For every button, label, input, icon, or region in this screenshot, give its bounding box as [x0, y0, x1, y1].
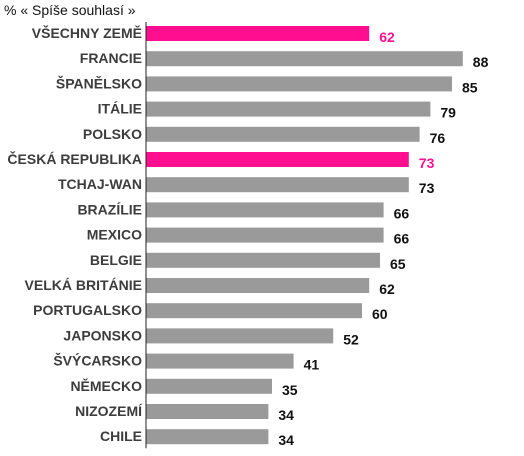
value-label-italie: 79 [440, 105, 456, 121]
bar-tchaj-wan [146, 177, 409, 193]
category-label-mexico: MEXICO [87, 227, 142, 243]
value-label-japonsko: 52 [343, 331, 359, 347]
category-label-brazilie: BRAZÍLIE [77, 201, 142, 217]
value-label-francie: 88 [473, 54, 489, 70]
category-label-vsechny-zeme: VŠECHNY ZEMĚ [32, 24, 142, 41]
bar-velka-britanie [146, 278, 370, 293]
value-label-svycarsko: 41 [304, 357, 320, 373]
value-label-tchaj-wan: 73 [419, 180, 435, 196]
bar-vsechny-zeme [146, 26, 370, 41]
chart-title: % « Spíše souhlasí » [4, 2, 136, 18]
category-label-tchaj-wan: TCHAJ-WAN [58, 176, 142, 192]
category-label-francie: FRANCIE [80, 50, 142, 66]
value-labels: 62 88 85 79 76 73 73 66 66 65 62 60 52 41 35 34 34 [278, 29, 488, 448]
value-label-portugalsko: 60 [372, 306, 388, 322]
category-label-japonsko: JAPONSKO [63, 327, 142, 343]
bar-japonsko [146, 328, 334, 344]
category-label-svycarsko: ŠVÝCARSKO [53, 352, 142, 369]
value-label-chile: 34 [278, 432, 294, 448]
bar-brazilie [146, 202, 384, 218]
category-label-nemecko: NĚMECKO [70, 377, 142, 394]
bars-layer [146, 26, 463, 445]
bar-portugalsko [146, 303, 362, 319]
value-label-vsechny-zeme: 62 [379, 29, 395, 45]
value-label-velka-britanie: 62 [379, 281, 395, 297]
category-label-velka-britanie: VELKÁ BRITÁNIE [25, 277, 142, 293]
bar-ceska-republika [146, 152, 409, 167]
value-label-ceska-republika: 73 [419, 155, 435, 171]
category-label-polsko: POLSKO [83, 126, 142, 142]
category-label-nizozemi: NIZOZEMÍ [75, 403, 143, 419]
value-label-brazilie: 66 [394, 205, 410, 221]
bar-mexico [146, 227, 384, 243]
value-label-belgie: 65 [390, 256, 406, 272]
bar-nizozemi [146, 404, 269, 419]
value-label-spanelsko: 85 [462, 79, 478, 95]
bar-polsko [146, 126, 420, 142]
bar-svycarsko [146, 353, 294, 369]
bar-francie [146, 51, 463, 67]
category-label-italie: ITÁLIE [98, 101, 142, 117]
category-labels: VŠECHNY ZEMĚ FRANCIE ŠPANĚLSKO ITÁLIE POLSKO… [7, 24, 143, 444]
bar-spanelsko [146, 76, 452, 92]
value-label-nizozemi: 34 [278, 407, 294, 423]
category-label-chile: CHILE [100, 428, 142, 444]
value-label-polsko: 76 [430, 130, 446, 146]
value-label-nemecko: 35 [282, 382, 298, 398]
bar-chile [146, 429, 269, 445]
category-label-belgie: BELGIE [90, 252, 142, 268]
bar-italie [146, 101, 431, 117]
value-label-mexico: 66 [394, 231, 410, 247]
bar-belgie [146, 252, 380, 268]
category-label-spanelsko: ŠPANĚLSKO [56, 74, 142, 91]
category-label-ceska-republika: ČESKÁ REPUBLIKA [7, 150, 142, 167]
category-label-portugalsko: PORTUGALSKO [33, 302, 142, 318]
bar-nemecko [146, 378, 272, 394]
